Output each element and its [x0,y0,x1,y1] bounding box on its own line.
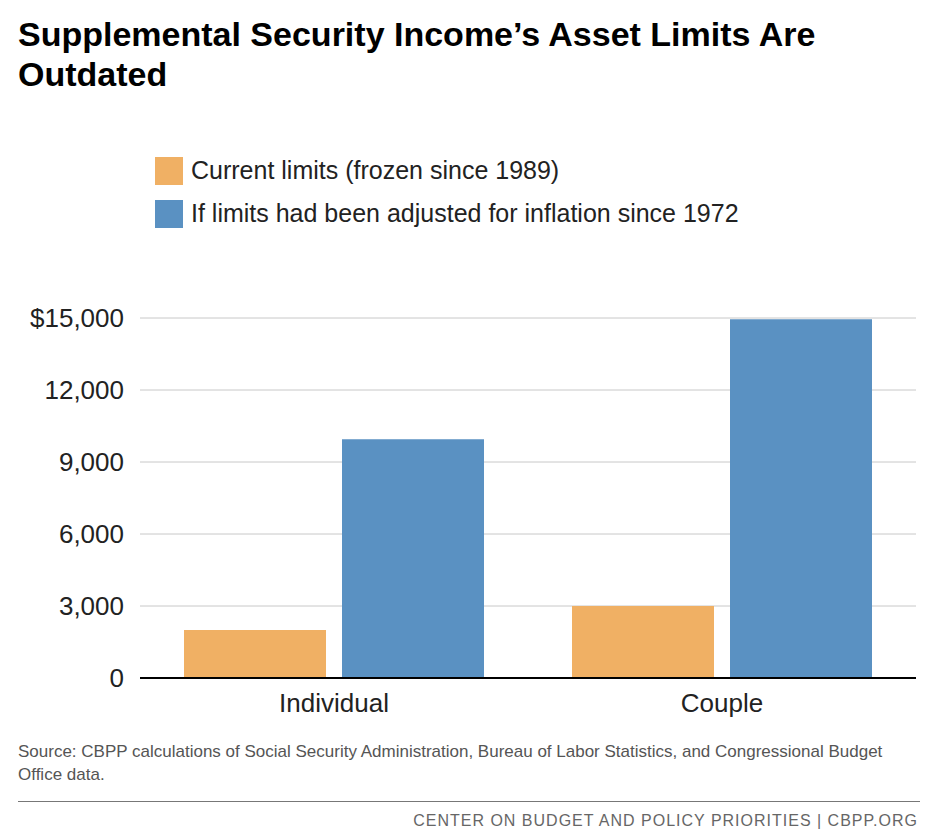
svg-text:6,000: 6,000 [59,519,124,549]
html-text:Source: CBPP calculations of S: Source: CBPP calculations of Social Secu… [18,742,883,784]
svg-text:9,000: 9,000 [59,447,124,477]
svg-text:12,000: 12,000 [44,375,124,405]
svg-text:Couple: Couple [681,688,763,718]
html-text:CENTER ON BUDGET AND POLICY PR: CENTER ON BUDGET AND POLICY PRIORITIES |… [413,812,918,829]
html-text:Supplemental Security Income’s: Supplemental Security Income’s Asset Lim… [18,15,816,93]
svg-text:Individual: Individual [279,688,389,718]
svg-text:0: 0 [110,663,124,693]
svg-text:3,000: 3,000 [59,591,124,621]
html-text:If limits had been adjusted fo: If limits had been adjusted for inflatio… [191,199,739,227]
svg-text:$15,000: $15,000 [30,303,124,333]
html-text:Current limits (frozen since 1: Current limits (frozen since 1989) [191,156,560,184]
